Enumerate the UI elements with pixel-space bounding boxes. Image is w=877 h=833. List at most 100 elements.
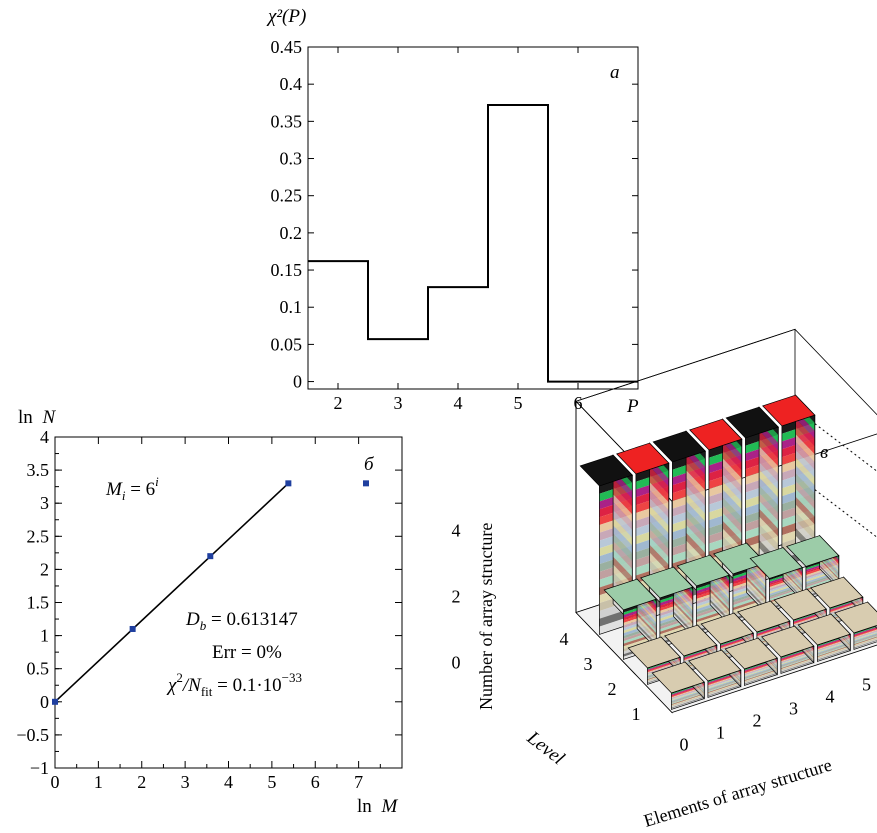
panel-c-bar-band xyxy=(707,677,741,689)
panel-c-bar-side-band xyxy=(746,571,766,595)
panel-c-bar-side-band xyxy=(819,563,839,586)
panel-b-ytick-label: 4 xyxy=(40,427,49,447)
panel-c-bar-side-band xyxy=(722,466,742,494)
panel-c-bar-side-band xyxy=(759,493,779,521)
panel-c-bar-top xyxy=(640,566,694,599)
panel-c-bar-top xyxy=(689,418,743,451)
panel-c-bar-side-band xyxy=(686,462,706,491)
panel-c-xtick-label: 5 xyxy=(862,675,871,695)
panel-c-bar-band xyxy=(707,683,741,695)
panel-c-bar-side-band xyxy=(783,571,803,594)
panel-a-xtick-label: 2 xyxy=(334,393,343,413)
panel-c-bar-side-band xyxy=(746,577,766,600)
panel-c-bar-band xyxy=(817,640,851,652)
panel-c-bar-band xyxy=(707,680,741,693)
panel-c-bar-side-band xyxy=(686,478,706,506)
panel-c-bar-side-band xyxy=(759,469,779,498)
panel-c-bar-side-band xyxy=(637,620,657,644)
panel-b-xtick-label: 0 xyxy=(51,772,60,792)
panel-c-bar-band xyxy=(707,679,741,692)
panel-c-ytick-label: 3 xyxy=(584,654,593,674)
panel-c-ytick-label: 2 xyxy=(608,679,617,699)
panel-c-bar-side-band xyxy=(649,490,669,518)
panel-b-ytick-label: 0 xyxy=(40,692,49,712)
panel-b-data-point xyxy=(129,625,136,632)
annotation-chi-n: /N xyxy=(182,675,202,696)
annotation-mi-m: M xyxy=(105,479,123,500)
panel-c-bar-side-band xyxy=(637,602,657,626)
panel-c-bar-side-band xyxy=(649,536,669,565)
panel-c-bar-side-band xyxy=(710,596,730,620)
panel-c-bar-side-band xyxy=(613,556,633,585)
panel-c-bar-band xyxy=(853,627,877,637)
panel-c-bar-side-band xyxy=(637,610,657,633)
panel-c-bar-top xyxy=(579,454,633,487)
panel-c-bar-side-band xyxy=(795,512,815,541)
panel-b-ytick-label: −1 xyxy=(30,758,49,778)
panel-c-bar-side-band xyxy=(613,509,633,538)
panel-c-bar-side-band xyxy=(613,541,633,569)
annotation-db-sub: b xyxy=(200,618,207,633)
panel-c-bar-side-band xyxy=(759,485,779,514)
panel-c-bar-band xyxy=(671,693,705,706)
panel-c-bar-top xyxy=(724,637,778,670)
panel-c-bar-side-band xyxy=(649,521,669,550)
panel-c-bar-band xyxy=(853,633,877,642)
panel-c-bar-top xyxy=(749,547,803,579)
panel-c-zlabel: Number of array structure xyxy=(476,523,496,710)
panel-c-bar-side-band xyxy=(673,593,693,616)
panel-c-bar-band xyxy=(707,684,741,697)
annotation-mi-eq: = 6 xyxy=(125,479,155,500)
panel-c-bar-band xyxy=(853,626,877,635)
panel-c-bar-band xyxy=(744,666,778,679)
panel-c-bar-side-band xyxy=(759,524,779,553)
panel-c-bar-side-band xyxy=(686,509,706,538)
panel-c-bar-band xyxy=(853,634,877,643)
panel-c-bar-side-band xyxy=(759,461,779,490)
panel-b-ytick-label: 0.5 xyxy=(27,659,50,679)
panel-c-bar-side-band xyxy=(710,586,730,609)
panel-c-bar-side-band xyxy=(795,434,815,462)
panel-c-bar-side-band xyxy=(710,594,730,617)
panel-c-bar-side-band xyxy=(710,575,730,599)
panel-c-bar-band xyxy=(671,696,705,709)
panel-c-bar-side-band xyxy=(613,502,633,530)
panel-c-bar-top xyxy=(834,601,877,634)
panel-c-bar-band xyxy=(780,657,814,670)
panel-b-xtick-label: 3 xyxy=(181,772,190,792)
panel-a-ytick-label: 0.3 xyxy=(280,149,303,169)
panel-b-log-log: ln N ln M б −1 −0.5 0 0.5 1 1.5 2 2.5 3 3.5 4 0 1 2 3 4… xyxy=(16,407,403,817)
panel-c-bar-side-band xyxy=(795,418,815,447)
annotation-db: Db = 0.613147 xyxy=(185,609,298,633)
panel-c-bar-band xyxy=(744,671,778,683)
panel-a-ytick-label: 0.25 xyxy=(271,186,303,206)
panel-c-xtick-label: 3 xyxy=(789,699,798,719)
panel-c-bar-side-band xyxy=(783,568,803,591)
annotation-mi-sub: i xyxy=(122,488,126,503)
panel-c-bar-band xyxy=(817,642,851,655)
panel-c-bar-side-band xyxy=(686,524,706,553)
panel-b-xlabel: ln M xyxy=(357,796,399,817)
panel-c-bar-side-band xyxy=(686,485,706,514)
panel-c-bar-band xyxy=(744,665,778,677)
panel-c-bar-band xyxy=(671,692,705,705)
panel-c-bar-side-band xyxy=(795,481,815,509)
panel-c-bar-top xyxy=(651,661,705,694)
panel-b-ytick-label: 2 xyxy=(40,559,49,579)
panel-c-bar-side-band xyxy=(613,486,633,515)
panel-c-bar-side-band xyxy=(759,454,779,482)
annotation-db-eq: = 0.613147 xyxy=(206,609,297,630)
panel-b-data-point xyxy=(285,480,292,487)
panel-c-bar-band xyxy=(671,696,705,708)
annotation-err: Err = 0% xyxy=(212,642,282,663)
panel-c-bar-band xyxy=(707,684,741,696)
panel-b-data-point xyxy=(52,698,58,705)
panel-c-bar-top xyxy=(616,442,670,475)
panel-c-xtick-label: 4 xyxy=(826,687,835,707)
panel-c-bar-band xyxy=(671,689,705,701)
panel-c-bar-side-band xyxy=(710,583,730,607)
panel-c-bar-top xyxy=(797,613,851,646)
panel-c-bar-band xyxy=(853,636,877,646)
panel-c-bar-band xyxy=(744,669,778,682)
